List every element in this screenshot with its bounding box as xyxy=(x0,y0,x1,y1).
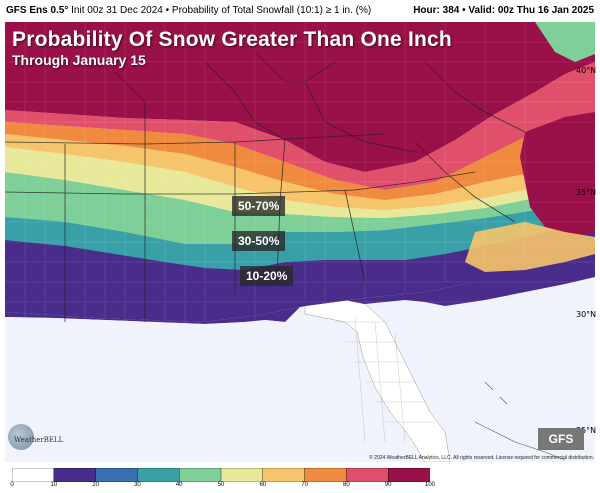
colorbar-swatch xyxy=(137,468,180,482)
colorbar-swatch xyxy=(304,468,348,482)
lat-40-label: 40°N xyxy=(576,66,597,75)
band-70-80 xyxy=(5,112,595,200)
band-30-40 xyxy=(5,192,595,270)
header-description: Init 00z 31 Dec 2024 • Probability of To… xyxy=(71,5,372,16)
colorbar-tick-label: 40 xyxy=(175,482,183,488)
band-40-50 xyxy=(5,172,595,244)
colorbar-tick-label: 30 xyxy=(134,482,141,488)
weatherbell-logo: WeatherBELL xyxy=(14,436,64,444)
lat-30-label: 30°N xyxy=(576,310,597,319)
lat-25-label: 25°N xyxy=(576,426,597,435)
colorbar-tick-label: 60 xyxy=(259,482,267,488)
band-90-100 xyxy=(5,22,595,172)
map-canvas xyxy=(5,22,595,462)
gfs-badge: GFS xyxy=(538,428,584,450)
map-header: GFS Ens 0.5° Init 00z 31 Dec 2024 • Prob… xyxy=(0,0,600,22)
label-50-70: 50-70% xyxy=(232,196,286,216)
colorbar-tick-label: 50 xyxy=(217,482,225,488)
colorbar-swatch xyxy=(262,468,306,482)
colorbar-swatch xyxy=(346,468,389,482)
florida-counties xyxy=(335,317,435,443)
copyright-notice: © 2024 WeatherBELL Analytics, LLC. All r… xyxy=(369,455,594,461)
caribbean-islands xyxy=(474,381,566,461)
county-grid xyxy=(5,22,595,322)
valid-time: Hour: 384 • Valid: 00z Thu 16 Jan 2025 xyxy=(413,5,594,16)
colorbar-swatch xyxy=(388,468,430,482)
label-30-50: 30-50% xyxy=(232,231,286,251)
weatherbell-globe-icon xyxy=(8,424,34,450)
colorbar-swatch xyxy=(12,468,55,482)
northeast-band xyxy=(535,22,595,62)
colorbar-tick-label: 0 xyxy=(10,482,14,488)
snow-probability-map xyxy=(5,22,595,462)
lat-35-label: 35°N xyxy=(576,188,597,197)
colorbar-swatch xyxy=(53,468,97,482)
band-10-20 xyxy=(5,248,595,324)
header-left: GFS Ens 0.5° Init 00z 31 Dec 2024 • Prob… xyxy=(6,5,371,16)
map-title: Probability Of Snow Greater Than One Inc… xyxy=(12,28,452,51)
band-50-60 xyxy=(5,147,595,218)
colorbar-tick-label: 10 xyxy=(50,482,58,488)
colorbar xyxy=(12,468,430,482)
atlantic-band xyxy=(465,222,595,272)
colorbar-tick-label: 70 xyxy=(301,482,308,488)
colorbar-ticks: 0 10 20 30 40 50 60 70 80 90 100 xyxy=(10,482,435,492)
colorbar-swatch xyxy=(95,468,139,482)
gulf-of-mexico xyxy=(5,314,305,462)
band-80-90 xyxy=(5,62,595,190)
map-subtitle: Through January 15 xyxy=(12,52,146,68)
label-10-20: 10-20% xyxy=(240,266,294,286)
colorbar-tick-label: 90 xyxy=(384,482,392,488)
colorbar-tick-label: 20 xyxy=(92,482,99,488)
coastal-maximum xyxy=(520,112,595,237)
colorbar-swatch xyxy=(220,468,264,482)
model-name: GFS Ens 0.5° xyxy=(6,5,69,16)
colorbar-swatch xyxy=(178,468,222,482)
colorbar-tick-label: 80 xyxy=(343,482,350,488)
colorbar-swatches xyxy=(12,468,430,482)
colorbar-tick-label: 100 xyxy=(424,482,436,488)
